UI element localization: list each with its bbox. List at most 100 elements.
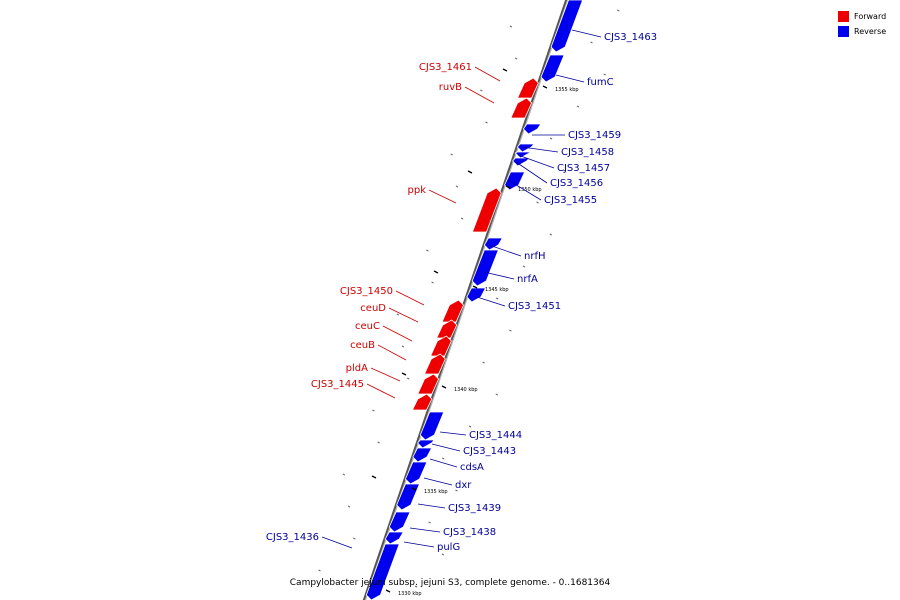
label-leader [409,527,441,533]
gene-feature-cjs3_1458[interactable] [516,143,535,153]
gene-label-fumc[interactable]: fumC [587,77,614,88]
ruler-major-tick [385,589,391,593]
gene-feature-cjs3_1436[interactable] [365,543,400,600]
ruler-tick [514,57,518,60]
gene-label-cjs3_1455[interactable]: CJS3_1455 [544,195,597,206]
gene-label-ceub[interactable]: ceuB [350,340,375,351]
gene-label-ruvb[interactable]: ruvB [439,82,462,93]
gene-label-cjs3_1445[interactable]: CJS3_1445 [311,379,364,390]
ruler-tick [401,345,405,348]
gene-label-ceuc[interactable]: ceuC [355,321,380,332]
ruler-tick [495,297,499,300]
gene-feature-ceud[interactable] [436,319,458,339]
gene-feature-cjs3_1443[interactable] [417,439,436,449]
gene-feature-cjs3_1450[interactable] [441,299,464,323]
gene-feature-cjs3_1455[interactable] [504,171,526,191]
label-leader [521,146,559,153]
gene-label-cjs3_1450[interactable]: CJS3_1450 [340,286,393,297]
label-leader [388,307,419,323]
ruler-major-tick [472,285,478,289]
ruler-tick [460,217,464,220]
ruler-major-tick [433,270,439,274]
legend-label-forward: Forward [854,12,887,21]
label-leader [377,344,407,361]
ruler-tick [353,537,356,540]
ruler-tick [617,9,620,12]
gene-label-cjs3_1451[interactable]: CJS3_1451 [508,301,561,312]
gene-feature-cjs3_1459[interactable] [522,123,542,135]
ruler-tick [482,361,485,364]
gene-label-nrfa[interactable]: nrfA [517,274,538,285]
gene-label-cjs3_1444[interactable]: CJS3_1444 [469,430,522,441]
label-leader [507,179,542,201]
legend-swatch-forward [838,11,849,22]
label-leader [555,74,585,83]
gene-feature-ruvb[interactable] [510,97,533,119]
gene-feature-nrfh[interactable] [483,237,504,251]
gene-label-cjs3_1436[interactable]: CJS3_1436 [266,532,319,543]
ruler-tick [342,473,346,476]
ruler-major-tick [505,185,511,189]
ruler-major-tick [441,385,447,389]
gene-feature-fumc[interactable] [540,54,565,83]
gene-label-cjs3_1459[interactable]: CJS3_1459 [568,130,621,141]
ruler-tick [426,249,429,252]
ruler-tick [522,265,526,268]
gene-feature-cjs3_1456[interactable] [512,157,531,167]
gene-feature-nrfa[interactable] [471,249,499,287]
gene-feature-cjs3_1451[interactable] [466,287,487,303]
gene-label-cjs3_1443[interactable]: CJS3_1443 [463,446,516,457]
gene-feature-ceub[interactable] [423,353,446,375]
ruler-tick [377,441,380,444]
ruler-tick [480,89,483,92]
ruler-tick [455,489,458,492]
gene-label-pulg[interactable]: pulG [437,542,460,553]
gene-feature-plda[interactable] [417,373,440,395]
gene-feature-cjs3_1439[interactable] [396,483,421,511]
gene-feature-dxr[interactable] [404,461,428,485]
ruler-tick [431,281,434,284]
ruler-label: 1355 kbp [555,87,579,93]
ruler-tick [468,425,472,428]
legend: Forward Reverse [838,9,886,39]
gene-feature-cjs3_1457[interactable] [514,151,532,159]
gene-feature-cjs3_1438[interactable] [388,511,411,533]
gene-label-cjs3_1439[interactable]: CJS3_1439 [448,503,501,514]
label-leader [476,296,506,307]
gene-label-nrfh[interactable]: nrfH [524,251,546,262]
gene-label-ppk[interactable]: ppk [408,185,427,196]
label-leader [395,290,425,306]
gene-feature-cjs3_1463[interactable] [550,0,584,53]
gene-feature-cjs3_1461[interactable] [516,77,539,99]
gene-label-cjs3_1458[interactable]: CJS3_1458 [561,147,614,158]
gene-feature-cjs3_1444[interactable] [419,411,445,441]
ruler-labels: 1355 kbp 1350 kbp 1345 kbp 1340 kbp 1335 kbp… [371,68,579,597]
gene-label-dxr[interactable]: dxr [455,480,472,491]
gene-label-cjs3_1456[interactable]: CJS3_1456 [550,178,603,189]
ruler-label: 1345 kbp [485,287,509,293]
label-leader [517,154,555,169]
ruler-label: 1330 kbp [398,591,422,597]
gene-label-cjs3_1463[interactable]: CJS3_1463 [604,32,657,43]
label-leader [428,189,457,204]
gene-label-cjs3_1457[interactable]: CJS3_1457 [557,163,610,174]
gene-feature-cjs3_1445[interactable] [411,393,433,411]
gene-label-cjs3_1438[interactable]: CJS3_1438 [443,527,496,538]
gene-label-plda[interactable]: pldA [346,363,368,374]
gene-feature-ppk[interactable] [471,187,502,233]
gene-feature-ceuc[interactable] [430,335,452,357]
gene-feature-cdsa[interactable] [412,447,433,463]
gene-label-cjs3_1461[interactable]: CJS3_1461 [419,62,472,73]
label-leader [439,431,467,436]
legend-label-reverse: Reverse [854,27,887,36]
gene-feature-pulg[interactable] [384,531,404,545]
gene-label-ceud[interactable]: ceuD [360,303,386,314]
label-leaders [321,29,602,549]
ruler-major-tick [411,487,417,491]
gene-label-cdsa[interactable]: cdsA [460,462,484,473]
legend-item-reverse: Reverse [838,24,886,39]
gene-features [365,0,584,600]
ruler-ticks [318,9,620,588]
ruler-tick [347,505,351,508]
